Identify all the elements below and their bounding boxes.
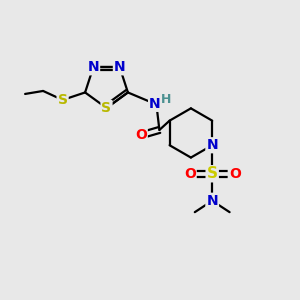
Text: S: S <box>58 93 68 107</box>
Text: O: O <box>184 167 196 181</box>
Text: S: S <box>101 101 112 115</box>
Text: O: O <box>135 128 147 142</box>
Text: N: N <box>114 60 125 74</box>
Text: N: N <box>206 138 218 152</box>
Text: N: N <box>149 97 161 111</box>
Text: S: S <box>207 166 218 181</box>
Text: O: O <box>229 167 241 181</box>
Text: H: H <box>161 93 171 106</box>
Text: N: N <box>206 194 218 208</box>
Text: N: N <box>88 60 99 74</box>
